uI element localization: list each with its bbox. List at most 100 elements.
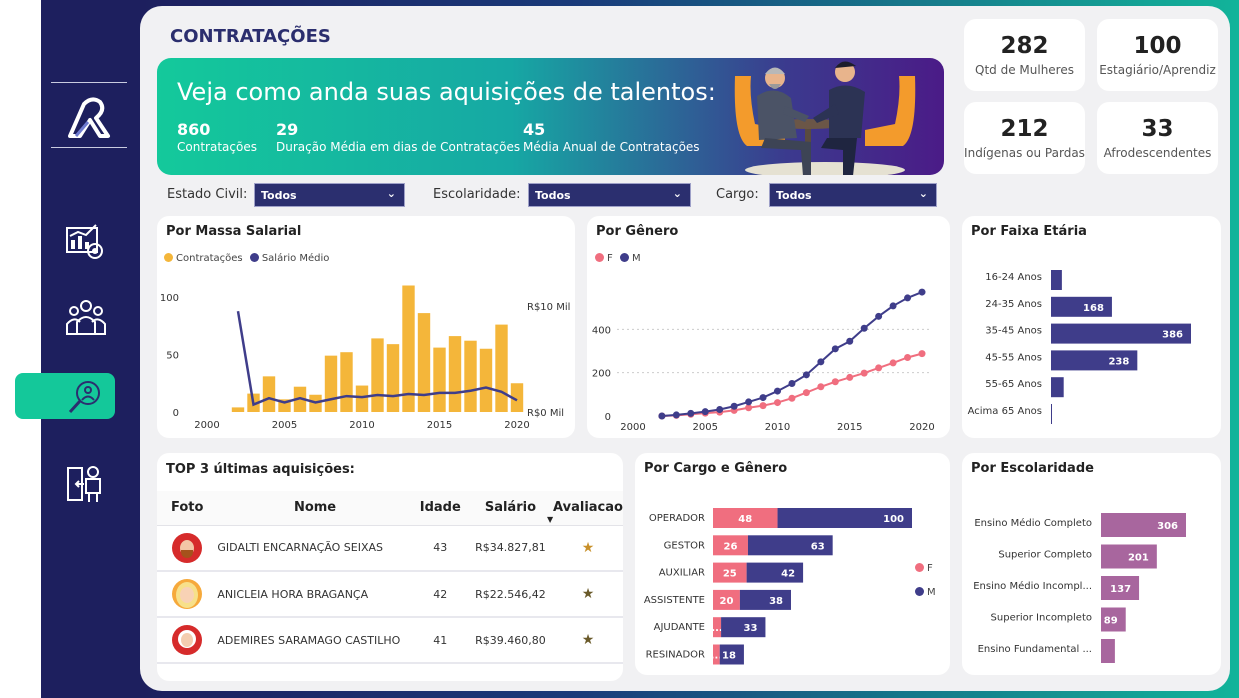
sidebar-background: [41, 0, 141, 698]
hero-stat-value: 45: [523, 120, 546, 139]
escolaridade-select[interactable]: Todos ⌄: [528, 183, 691, 207]
x-tick-label: 2005: [693, 422, 718, 433]
star-icon: ★: [553, 525, 623, 572]
data-point: [875, 312, 883, 320]
chart-legend: Contratações Salário Médio: [164, 253, 329, 264]
chart-legend: F M: [595, 253, 641, 264]
column-header-nome[interactable]: Nome: [217, 491, 413, 526]
category-label: Acima 65 Anos: [968, 406, 1042, 417]
data-label: 48: [738, 514, 752, 525]
bar: [433, 347, 446, 412]
bar-M: [739, 589, 791, 610]
table-title: TOP 3 últimas aquisições:: [166, 462, 355, 477]
chart-card-escolaridade: Por Escolaridade Ensino Médio Completo 30…: [962, 453, 1221, 675]
bar: [510, 383, 524, 412]
column-header-avaliacao[interactable]: Avaliacao ▼: [547, 491, 623, 526]
avatar: [172, 579, 203, 609]
bar: [1051, 323, 1191, 344]
category-label: AUXILIAR: [659, 568, 705, 579]
data-label: ...: [711, 651, 722, 662]
business-meeting-illustration: [734, 61, 916, 175]
faixa-etaria-chart: 16-24 Anos 24-35 Anos 168 35-45 Anos 386 45-5…: [968, 270, 1191, 424]
legend-swatch: [595, 253, 604, 262]
bar: [1051, 377, 1064, 398]
photo-cell: [157, 617, 218, 664]
column-header-idade[interactable]: Idade: [412, 491, 468, 526]
kpi-card-mulheres: 282 Qtd de Mulheres: [964, 19, 1085, 91]
column-header-salario[interactable]: Salário: [467, 491, 554, 526]
chart-card-cargo-genero: Por Cargo e Gênero F M OPERADOR 48 100 GEST…: [635, 453, 950, 675]
data-point: [716, 406, 724, 413]
recruit-search-icon[interactable]: [62, 373, 110, 421]
x-tick-label: 2010: [765, 422, 790, 433]
hero-headline: Veja como anda suas aquisições de talent…: [177, 78, 716, 106]
category-label: Superior Incompleto: [991, 613, 1092, 624]
x-tick-label: 2010: [349, 420, 374, 431]
bar-F: [713, 535, 748, 556]
data-label: 386: [1162, 330, 1183, 341]
analytics-icon[interactable]: [62, 218, 110, 266]
cargo-genero-chart: OPERADOR 48 100 GESTOR 26 63 AUXILIAR 25 42 ASSIS…: [644, 508, 912, 665]
data-point: [672, 411, 680, 419]
filter-label-estado-civil: Estado Civil:: [167, 187, 248, 202]
name-cell: GIDALTI ENCARNAÇÃO SEIXAS: [217, 525, 413, 572]
category-label: 35-45 Anos: [985, 326, 1042, 337]
chart-title: Por Massa Salarial: [166, 224, 302, 239]
legend-label: Contratações: [176, 253, 243, 264]
data-point: [658, 412, 666, 420]
data-point: [730, 402, 738, 410]
legend-item: F: [915, 557, 936, 581]
category-label: Superior Completo: [998, 550, 1092, 561]
star-icon: ★: [553, 571, 623, 618]
data-point: [918, 288, 926, 296]
chart-title: Por Faixa Etária: [971, 224, 1087, 239]
data-point: [860, 324, 868, 332]
data-point: [860, 369, 868, 377]
main-panel: CONTRATAÇÕES Veja como anda suas aquisiç…: [140, 6, 1230, 691]
data-label: 168: [1083, 303, 1104, 314]
table-row[interactable]: ADEMIRES SARAMAGO CASTILHO 41 R$39.460,8…: [157, 617, 623, 664]
bar: [1101, 513, 1186, 537]
bar: [231, 407, 245, 412]
bar: [1051, 404, 1052, 424]
salary-cell: R$22.546,42: [467, 571, 554, 618]
data-label: 38: [769, 596, 783, 607]
legend-swatch: [619, 253, 629, 262]
age-cell: 42: [412, 571, 468, 618]
avatar: [172, 625, 203, 655]
select-value: Todos: [535, 189, 571, 202]
legend-swatch: [915, 563, 924, 572]
bar-F: [713, 644, 720, 665]
salary-cell: R$39.460,80: [467, 617, 554, 664]
data-label: ...: [711, 623, 722, 634]
data-point: [846, 337, 854, 345]
category-label: 45-55 Anos: [985, 352, 1042, 363]
exit-badge-icon[interactable]: [62, 460, 110, 508]
kpi-value: 212: [1000, 116, 1049, 142]
bar: [1101, 607, 1126, 632]
bar: [1101, 576, 1140, 600]
chart-card-genero: Por Gênero F M 0 200 400 2000 2005 2010 2015 20…: [587, 216, 950, 438]
table-row[interactable]: ANICLEIA HORA BRAGANÇA 42 R$22.546,42 ★: [157, 571, 623, 618]
bar-M: [721, 617, 766, 638]
y-tick-label: 100: [160, 293, 179, 304]
legend-label: M: [631, 253, 641, 264]
estado-civil-select[interactable]: Todos ⌄: [254, 183, 405, 207]
data-point: [817, 383, 825, 391]
team-icon[interactable]: [62, 294, 110, 342]
cargo-select[interactable]: Todos ⌄: [769, 183, 937, 207]
y-tick-label: 50: [166, 351, 179, 362]
bar: [324, 355, 338, 412]
data-point: [745, 398, 753, 406]
data-point: [904, 294, 912, 302]
select-value: Todos: [776, 189, 812, 202]
data-label: 306: [1157, 521, 1178, 532]
category-label: RESINADOR: [646, 650, 705, 661]
data-point: [831, 345, 839, 353]
column-header-foto[interactable]: Foto: [157, 491, 218, 526]
table-row[interactable]: GIDALTI ENCARNAÇÃO SEIXAS 43 R$34.827,81…: [157, 525, 623, 572]
bar: [1101, 544, 1157, 569]
top3-table: Foto Nome Idade Salário Avaliacao ▼: [157, 491, 623, 664]
kpi-label: Estagiário/Aprendiz: [1099, 63, 1216, 77]
data-point: [701, 408, 709, 416]
